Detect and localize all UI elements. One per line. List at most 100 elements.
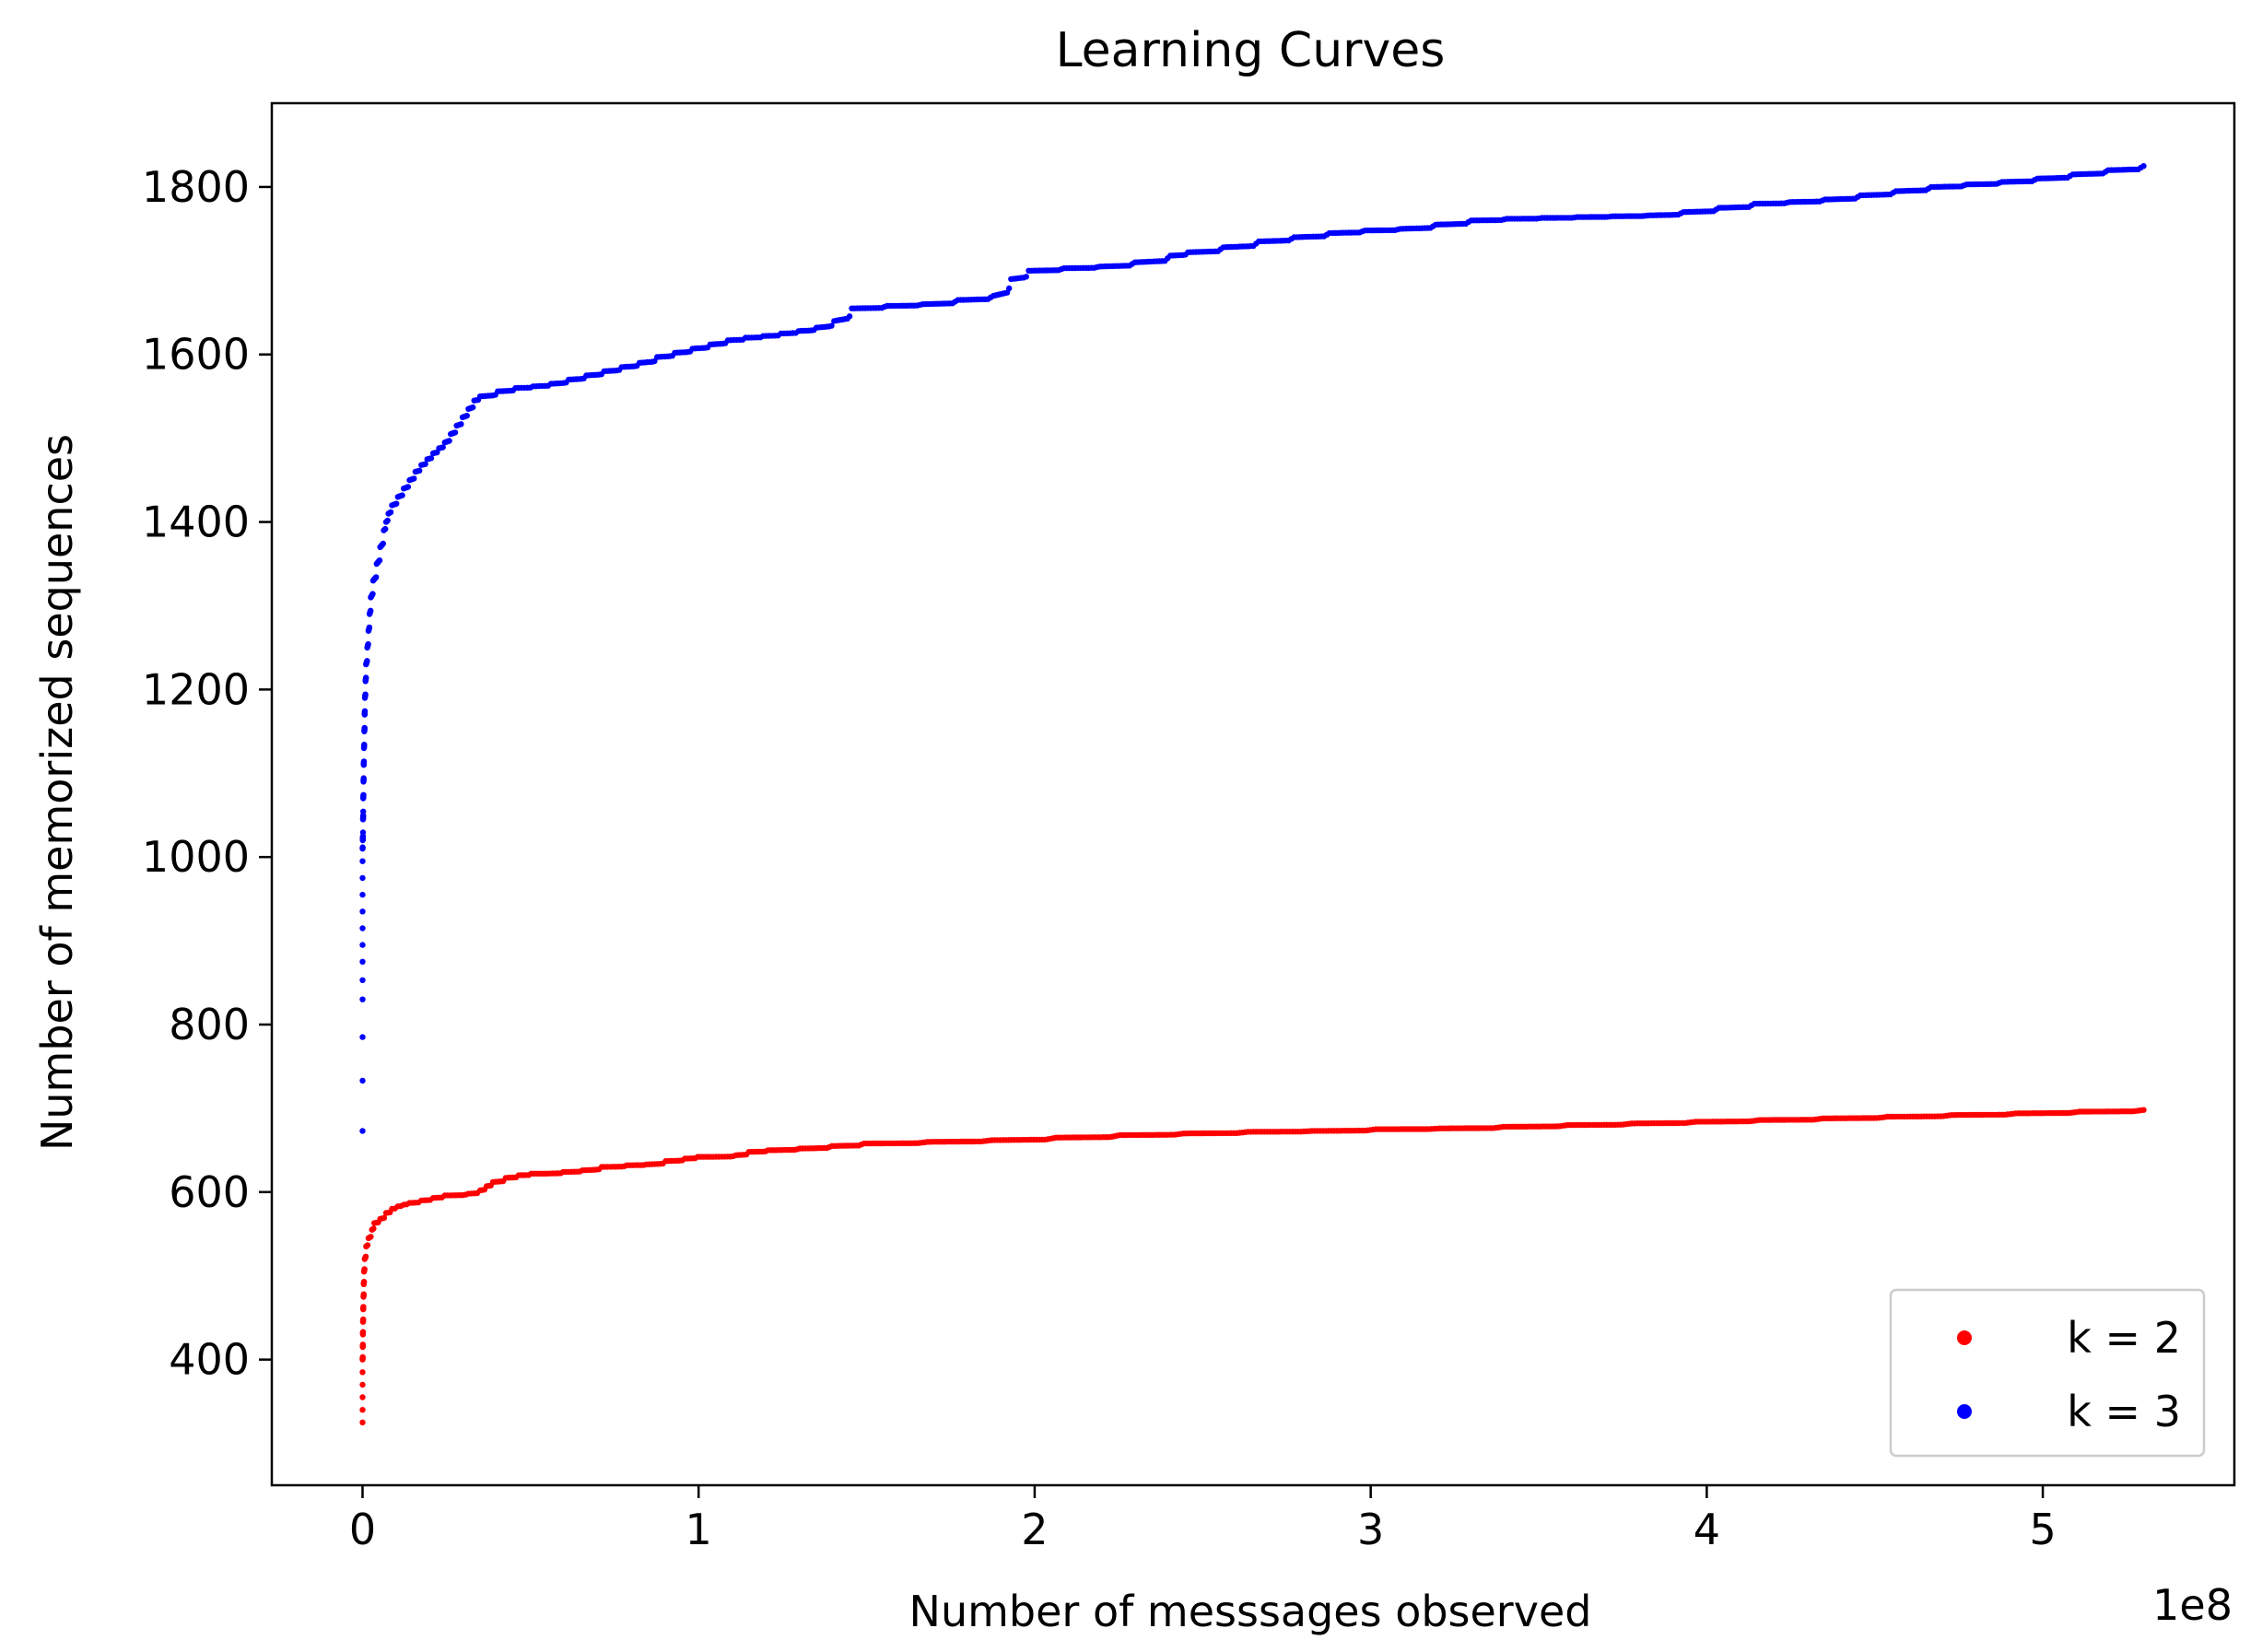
- legend-label-2: k = 3: [2067, 1387, 2181, 1436]
- x-tick-label: 0: [349, 1505, 376, 1554]
- data-point: [361, 742, 368, 748]
- data-point: [360, 1291, 367, 1297]
- legend: k = 2 k = 3: [1889, 1288, 2206, 1458]
- data-point: [359, 1034, 366, 1040]
- data-point: [369, 591, 376, 597]
- series-2: [359, 163, 2147, 1134]
- data-point: [359, 958, 366, 966]
- data-point: [446, 438, 452, 444]
- y-tick-label: 1000: [142, 832, 250, 882]
- data-point: [359, 1369, 366, 1376]
- data-point: [373, 574, 380, 580]
- data-point: [360, 1316, 367, 1323]
- x-tick-label: 1: [686, 1505, 712, 1554]
- data-point: [361, 724, 368, 732]
- data-point: [359, 977, 366, 984]
- data-point: [359, 996, 366, 1002]
- data-point: [368, 607, 374, 614]
- data-point: [359, 1394, 366, 1400]
- data-point: [828, 322, 835, 329]
- x-tick-label: 2: [1021, 1505, 1048, 1554]
- data-point: [359, 874, 366, 882]
- y-tick-label: 1200: [142, 664, 250, 714]
- data-point: [1006, 285, 1013, 292]
- x-tick-label: 4: [1694, 1505, 1720, 1554]
- data-point: [359, 1077, 366, 1084]
- data-point: [368, 1234, 374, 1240]
- data-point: [359, 829, 367, 836]
- y-tick-label: 1800: [142, 162, 250, 212]
- data-point: [360, 775, 367, 781]
- data-point: [458, 421, 464, 428]
- y-tick-label: 1600: [142, 330, 250, 380]
- data-point: [361, 1266, 368, 1272]
- data-point: [360, 808, 367, 814]
- chart-title: Learning Curves: [1056, 23, 1446, 78]
- data-point: [359, 1381, 366, 1388]
- data-point: [359, 858, 366, 864]
- data-point: [359, 1329, 367, 1335]
- data-point: [399, 492, 405, 498]
- y-tick-label: 400: [169, 1335, 250, 1385]
- data-point: [411, 475, 417, 482]
- y-axis-label: Number of memorized sequences: [32, 434, 82, 1151]
- data-point: [359, 1128, 366, 1134]
- data-point: [2140, 1107, 2147, 1113]
- data-point: [380, 540, 386, 547]
- plot-area: [270, 101, 2236, 1487]
- data-point: [365, 640, 371, 648]
- data-point: [360, 1304, 367, 1310]
- data-point: [362, 1253, 369, 1260]
- data-point: [360, 791, 367, 798]
- series-1: [359, 1107, 2147, 1426]
- data-point: [359, 942, 366, 948]
- data-point: [384, 517, 391, 524]
- y-tick-label: 800: [169, 1000, 250, 1049]
- data-point: [359, 1419, 366, 1426]
- data-point: [361, 708, 369, 714]
- x-axis: 0 1 2 3 4 5: [349, 1485, 2057, 1554]
- y-axis: 400 600 800 1000 1200 1400 1600 1800: [142, 162, 272, 1385]
- x-tick-label: 3: [1357, 1505, 1384, 1554]
- x-axis-label: Number of messsages observed: [909, 1587, 1592, 1636]
- data-point: [359, 925, 366, 931]
- data-point: [359, 1353, 366, 1361]
- data-point: [428, 455, 435, 462]
- legend-label-1: k = 2: [2067, 1313, 2181, 1363]
- series-layer: [359, 163, 2147, 1426]
- data-point: [376, 557, 383, 564]
- data-point: [381, 1214, 388, 1222]
- data-point: [451, 429, 459, 436]
- data-point: [366, 624, 373, 631]
- data-point: [382, 525, 389, 533]
- y-tick-label: 1400: [142, 498, 250, 547]
- legend-marker-1: [1957, 1330, 1972, 1345]
- data-point: [463, 413, 470, 419]
- y-tick-label: 600: [169, 1167, 250, 1217]
- data-point: [370, 1225, 377, 1232]
- data-point: [364, 1242, 371, 1248]
- data-point: [387, 509, 394, 516]
- data-point: [470, 404, 476, 411]
- data-point: [1023, 274, 1030, 280]
- data-point: [359, 891, 366, 898]
- data-point: [359, 908, 366, 915]
- data-point: [404, 484, 412, 490]
- data-point: [364, 658, 370, 664]
- data-point: [362, 691, 369, 697]
- data-point: [360, 758, 368, 765]
- x-axis-offset-label: 1e8: [2152, 1580, 2233, 1630]
- legend-marker-2: [1957, 1404, 1972, 1419]
- data-point: [846, 313, 853, 320]
- data-point: [422, 461, 428, 467]
- data-point: [359, 1342, 366, 1348]
- x-tick-label: 5: [2029, 1505, 2056, 1554]
- data-point: [363, 674, 369, 681]
- data-point: [393, 500, 400, 507]
- data-point: [440, 444, 446, 451]
- data-point: [360, 1278, 368, 1285]
- data-point: [2140, 163, 2147, 170]
- plot-frame: [270, 101, 2236, 1487]
